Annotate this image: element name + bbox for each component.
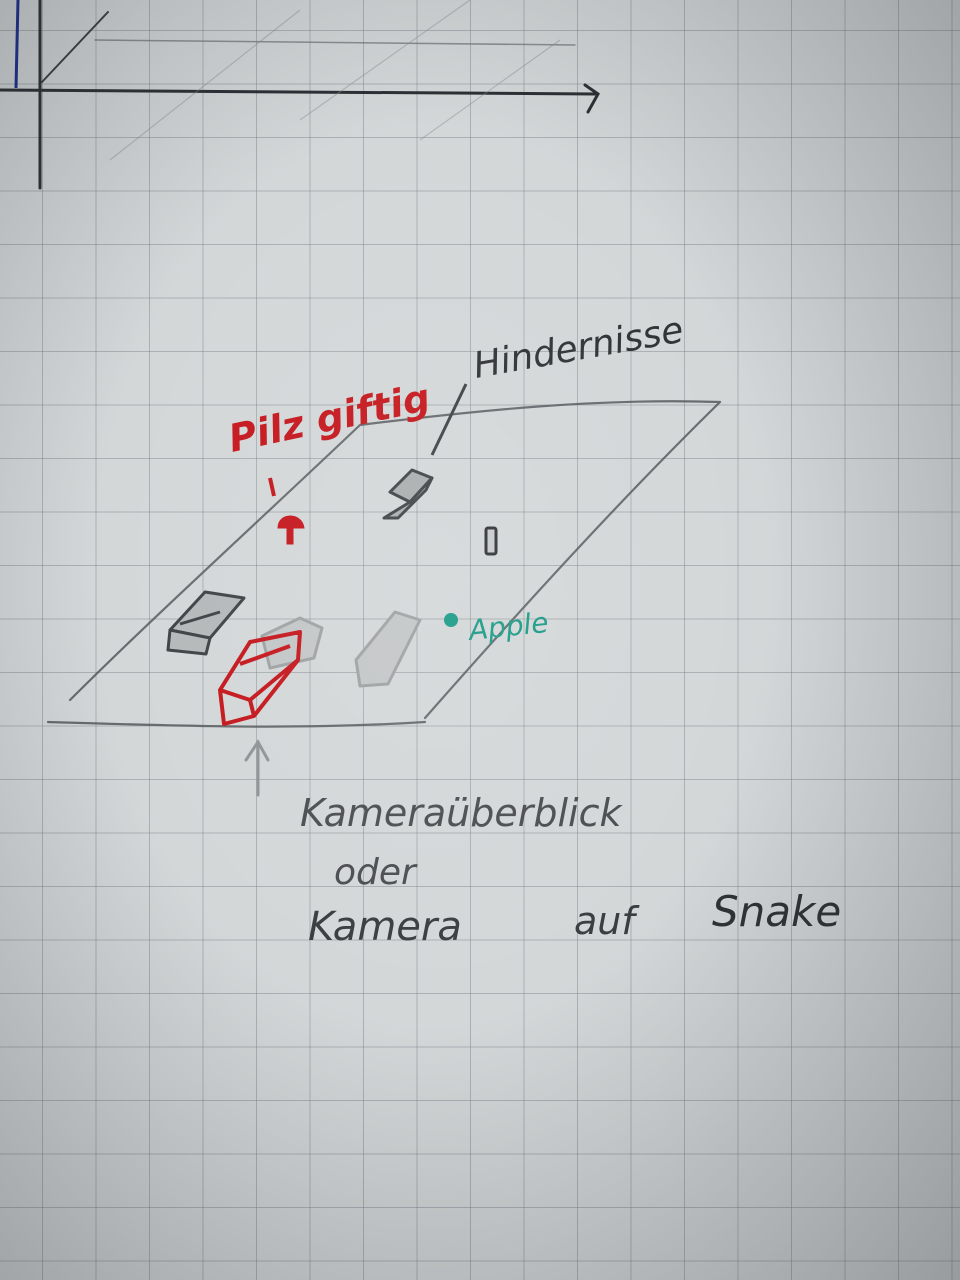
obstacle-block-left: [166, 590, 246, 656]
apple-icon: [444, 613, 458, 627]
obstacles-label: Hindernisse: [470, 310, 686, 387]
camera-label-line3c: Snake: [712, 887, 841, 936]
camera-label-line3a: Kamera: [308, 904, 462, 950]
mushroom-label: Pilz giftig: [225, 375, 434, 461]
axes-sketch: [0, 0, 600, 190]
camera-label-line3b: auf: [574, 899, 640, 943]
blue-axis-stroke: [14, 0, 20, 89]
obstacle-pointer-line: [430, 383, 468, 456]
play-field: [46, 400, 722, 728]
camera-label-line1: Kameraüberblick: [300, 791, 623, 835]
apple-label: Apple: [465, 606, 550, 647]
obstacle-block-upper: [382, 468, 434, 520]
snake-body-silver: [260, 610, 422, 688]
obstacle-small: [484, 526, 498, 556]
mushroom-icon: [268, 477, 305, 545]
faint-diagonals: [109, 0, 561, 161]
camera-arrow-icon: [244, 739, 270, 797]
snake-head-red: [218, 630, 302, 726]
camera-label-line2: oder: [334, 852, 418, 893]
